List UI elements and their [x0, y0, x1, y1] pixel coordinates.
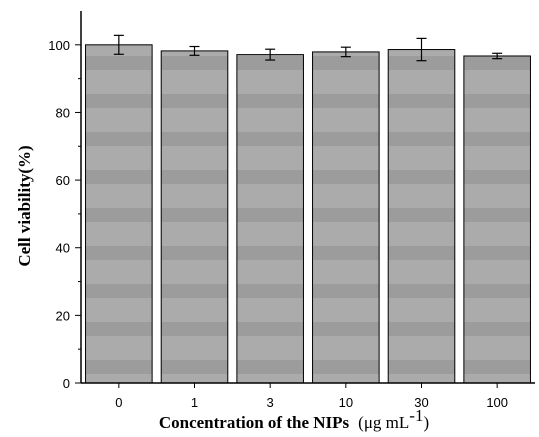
x-axis-title-close: ) [423, 413, 429, 432]
y-tick-label: 0 [63, 376, 70, 391]
x-axis-title-sup: -1 [409, 406, 423, 425]
x-tick-label: 0 [115, 395, 122, 410]
x-tick-label: 1 [191, 395, 198, 410]
x-axis-title: Concentration of the NIPs (μg mL-1) [159, 406, 429, 432]
axes-group [80, 11, 535, 384]
bar-1 [160, 50, 229, 384]
y-tick-label: 40 [56, 241, 70, 256]
bars-group [85, 44, 531, 384]
x-axis-title-main: Concentration of the NIPs [159, 413, 350, 432]
bar-100 [463, 55, 531, 384]
y-tick-label: 80 [56, 105, 70, 120]
error-bars-group [113, 34, 503, 62]
y-ticks-group: 0 20 40 60 80 100 [48, 38, 81, 391]
x-tick-label: 30 [414, 395, 428, 410]
x-tick-label: 3 [267, 395, 274, 410]
x-tick-label: 10 [339, 395, 353, 410]
bar-3 [236, 54, 304, 384]
bar-0 [85, 44, 153, 384]
bar-30 [387, 49, 456, 384]
x-tick-label: 100 [486, 395, 508, 410]
x-ticks-group: 0 1 3 10 30 100 [115, 383, 508, 410]
y-tick-label: 60 [56, 173, 70, 188]
x-axis-title-unit: (μg mL [358, 413, 409, 432]
y-axis-title: Cell viability(%) [15, 145, 34, 266]
y-tick-label: 20 [56, 308, 70, 323]
bar-10 [312, 51, 380, 384]
y-tick-label: 100 [48, 38, 70, 53]
